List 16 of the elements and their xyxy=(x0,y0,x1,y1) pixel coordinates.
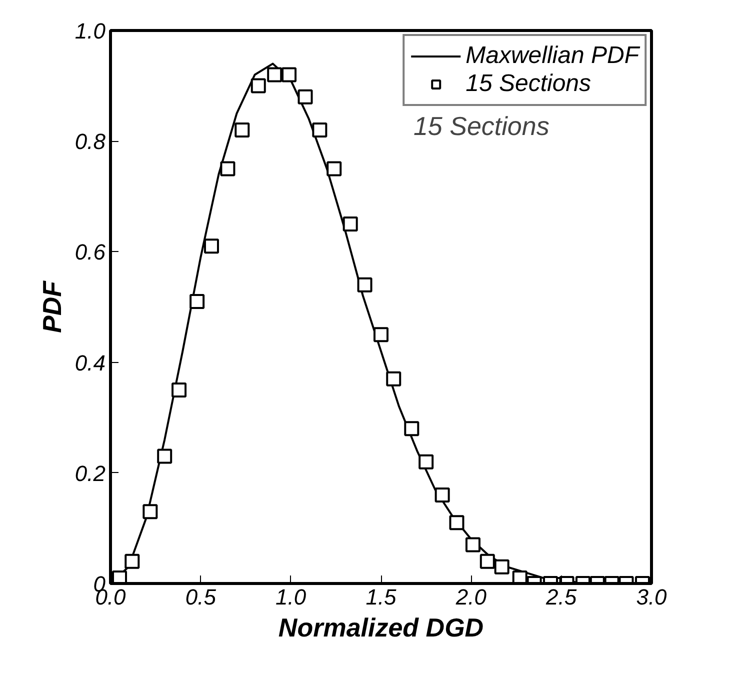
x-tick-label: 3.0 xyxy=(636,584,668,610)
x-tick-label: 2.0 xyxy=(454,584,488,610)
legend-label: 15 Sections xyxy=(466,70,592,98)
y-tick-label: 1.0 xyxy=(74,18,106,44)
y-axis-title: PDF xyxy=(36,280,67,333)
x-tick-label: 2.5 xyxy=(545,584,578,610)
x-tick-label: 1.5 xyxy=(366,584,398,610)
legend-label: Maxwellian PDF xyxy=(466,42,639,70)
x-tick-label: 0.5 xyxy=(185,584,217,610)
y-tick-label: 0.2 xyxy=(74,460,106,486)
y-tick-label: 0.6 xyxy=(74,240,106,265)
x-axis-title: Normalized DGD xyxy=(278,612,484,642)
annotation: 15 Sections xyxy=(413,111,550,142)
x-tick-label: 1.0 xyxy=(276,584,307,610)
y-tick-label: 0.4 xyxy=(74,350,106,376)
y-tick-label: 0.8 xyxy=(74,129,106,154)
